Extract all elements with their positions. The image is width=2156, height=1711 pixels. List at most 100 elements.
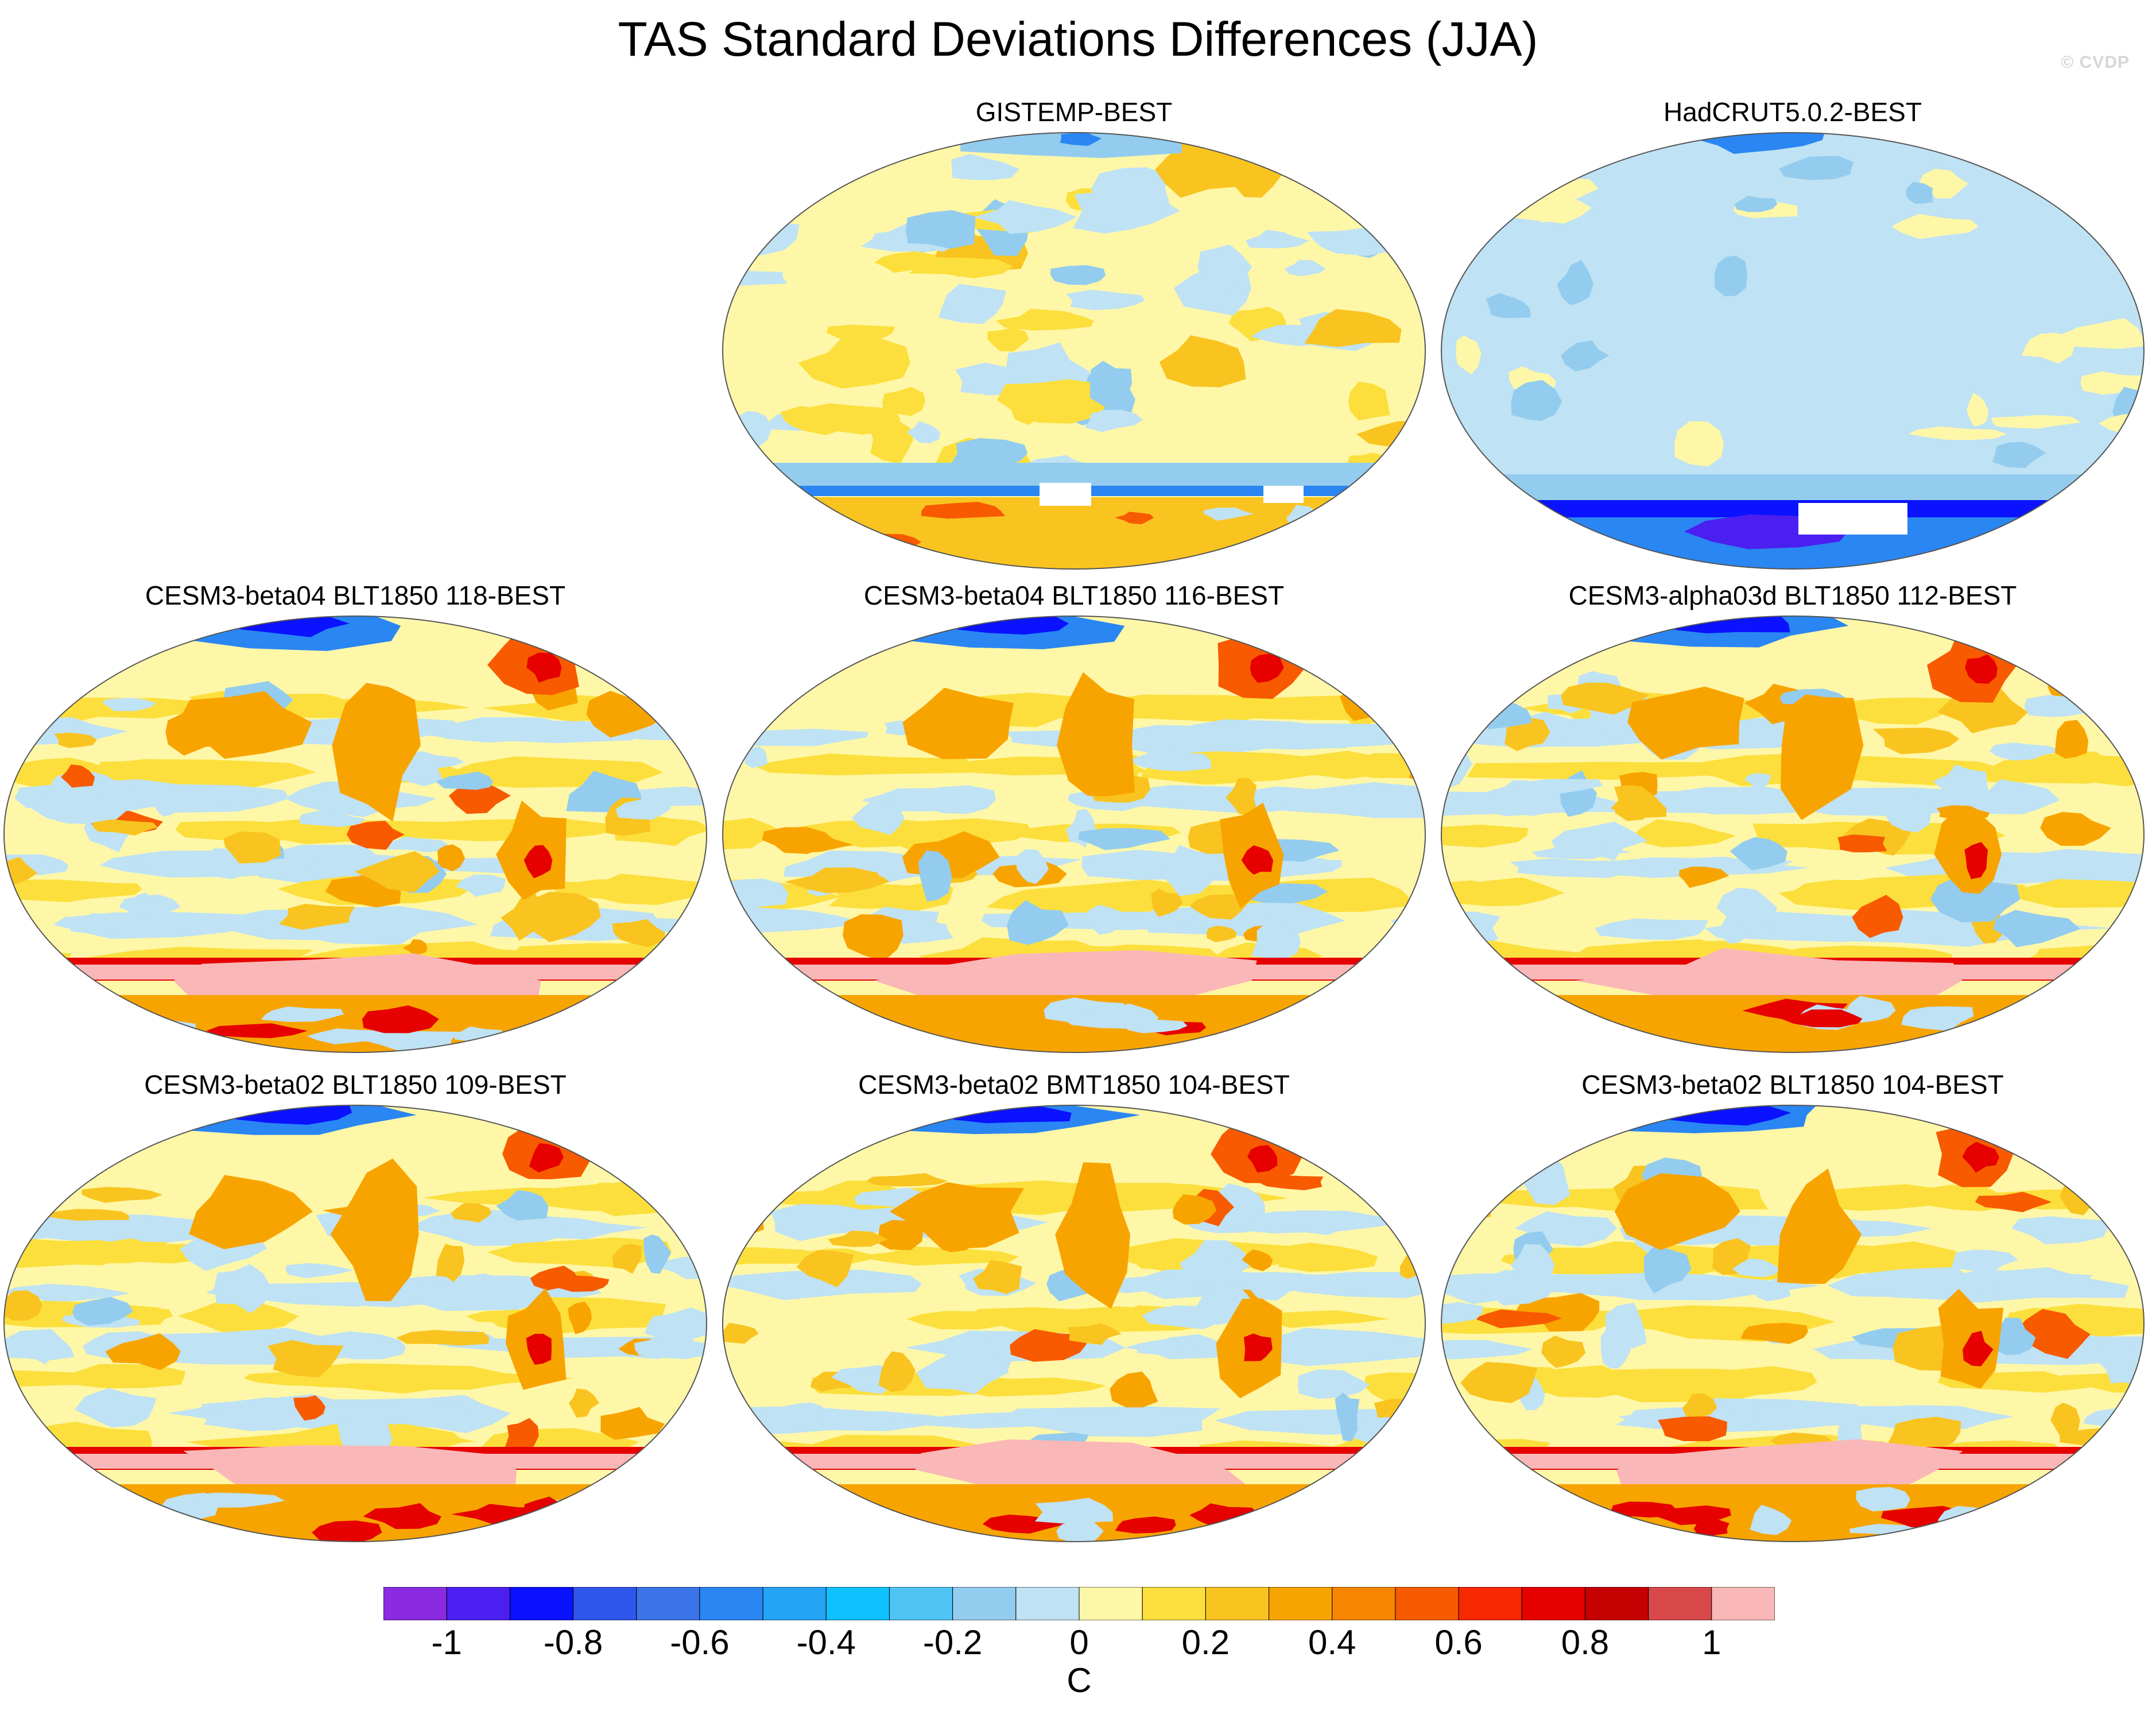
missing-data-patch (2039, 509, 2074, 526)
contour-patch (1627, 686, 1744, 760)
contour-patch (750, 706, 773, 727)
contour-patch (1247, 1145, 1278, 1173)
contour-patch (1089, 361, 1133, 406)
panel-hadcrut: HadCRUT5.0.2-BEST (1440, 96, 2146, 579)
contour-patch (98, 1027, 149, 1049)
contour-patch (1779, 156, 1854, 180)
contour-patch (1780, 694, 1864, 820)
contour-patch (354, 851, 440, 893)
colorbar-tick-label: -0.2 (922, 1623, 983, 1662)
contour-patch (1486, 293, 1531, 318)
contour-patch (1060, 1004, 1159, 1029)
contour-patch (723, 1269, 922, 1300)
contour-patch (2022, 332, 2074, 363)
contour-patch (557, 879, 688, 897)
contour-patch (1828, 1267, 2006, 1298)
contour-patch (1304, 309, 1402, 347)
contour-patch (851, 800, 905, 835)
contour-patch (1643, 1245, 1692, 1294)
contour-patch (1197, 244, 1253, 296)
panel-title: CESM3-beta04 BLT1850 116-BEST (863, 580, 1285, 610)
contour-patch (1967, 393, 1988, 427)
contour-patch (1520, 1247, 1655, 1275)
colorbar-tick-label: -0.8 (543, 1623, 603, 1662)
contour-patch (1933, 764, 1989, 796)
contour-patch (995, 308, 1094, 331)
contour-patch (1595, 918, 1708, 940)
contour-patch (186, 1431, 475, 1451)
panel-title: CESM3-alpha03d BLT1850 112-BEST (1568, 580, 2017, 610)
contour-patch (917, 785, 996, 814)
contour-patch (643, 1234, 672, 1274)
contour-patch (782, 1402, 825, 1427)
contour-patch (102, 698, 157, 711)
contour-patch (1635, 1312, 1737, 1331)
contour-patch (2042, 1035, 2083, 1046)
contour-patch (796, 1250, 854, 1288)
contour-patch (1015, 849, 1049, 884)
map-outline (722, 616, 1426, 1053)
panel-beta02-109: CESM3-beta02 BLT1850 109-BEST (2, 1069, 708, 1551)
contour-patch (122, 892, 155, 917)
contour-patch (305, 1398, 472, 1430)
contour-patch (1714, 256, 1747, 297)
contour-patch (874, 251, 937, 273)
contour-patch (723, 1406, 907, 1437)
contour-patch (1872, 727, 1960, 754)
contour-patch (778, 833, 853, 853)
contour-patch (1280, 1502, 1320, 1522)
contour-patch (1115, 512, 1154, 525)
contour-patch (455, 874, 506, 897)
contour-patch (4, 857, 38, 889)
contour-patch (744, 746, 767, 768)
contour-patch (826, 324, 895, 342)
contour-patch (1516, 1293, 1600, 1331)
contour-patch (951, 154, 1019, 180)
colorbar-box (889, 1587, 953, 1620)
contour-patch (2073, 1025, 2135, 1039)
contour-patch (915, 1439, 1253, 1495)
contour-patch (996, 379, 1108, 424)
contour-patch (2024, 695, 2099, 717)
contour-patch (4, 1240, 169, 1268)
contour-patch (1085, 904, 1122, 935)
contour-patch (1273, 1030, 1372, 1046)
contour-patch (1730, 837, 1787, 870)
contour-patch (346, 820, 405, 850)
contour-patch (1278, 750, 1393, 779)
map-robinson (1441, 616, 2145, 1053)
contour-patch (634, 1338, 707, 1360)
contour-patch (2095, 1340, 2138, 1384)
contour-patch (1213, 1259, 1243, 1290)
contour-patch (2050, 1403, 2080, 1440)
missing-data-patch (1040, 483, 1091, 506)
contour-patch (1441, 824, 1528, 848)
contour-patch (173, 953, 541, 1007)
contour-patch (1963, 1330, 1994, 1367)
contour-patch (2057, 318, 2144, 349)
contour-patch (1990, 1317, 2036, 1356)
contour-patch (206, 1023, 308, 1039)
contour-patch (530, 1265, 579, 1291)
contour-patch (1050, 265, 1106, 285)
figure-title: TAS Standard Deviations Differences (JJA… (618, 12, 1538, 66)
missing-data-patch (1263, 486, 1304, 503)
contour-patch (2110, 1424, 2144, 1447)
contour-patch (723, 1174, 758, 1213)
contour-patch (600, 1407, 665, 1440)
contour-patch (1143, 900, 1346, 938)
colorbar-box (952, 1587, 1017, 1620)
contour-patch (1991, 415, 2081, 429)
map-robinson (722, 132, 1426, 570)
colorbar-unit: C (1067, 1661, 1092, 1700)
contour-patch (4, 879, 137, 903)
contour-patch (4, 1170, 37, 1217)
contour-patch (1441, 1302, 1483, 1325)
contour-patch (780, 406, 845, 435)
contour-patch (1557, 260, 1594, 305)
contour-patch (906, 421, 940, 444)
panel-beta04-116: CESM3-beta04 BLT1850 116-BEST (721, 580, 1427, 1062)
contour-patch (54, 733, 97, 748)
contour-patch (173, 1492, 285, 1508)
colorbar-box (1205, 1587, 1270, 1620)
